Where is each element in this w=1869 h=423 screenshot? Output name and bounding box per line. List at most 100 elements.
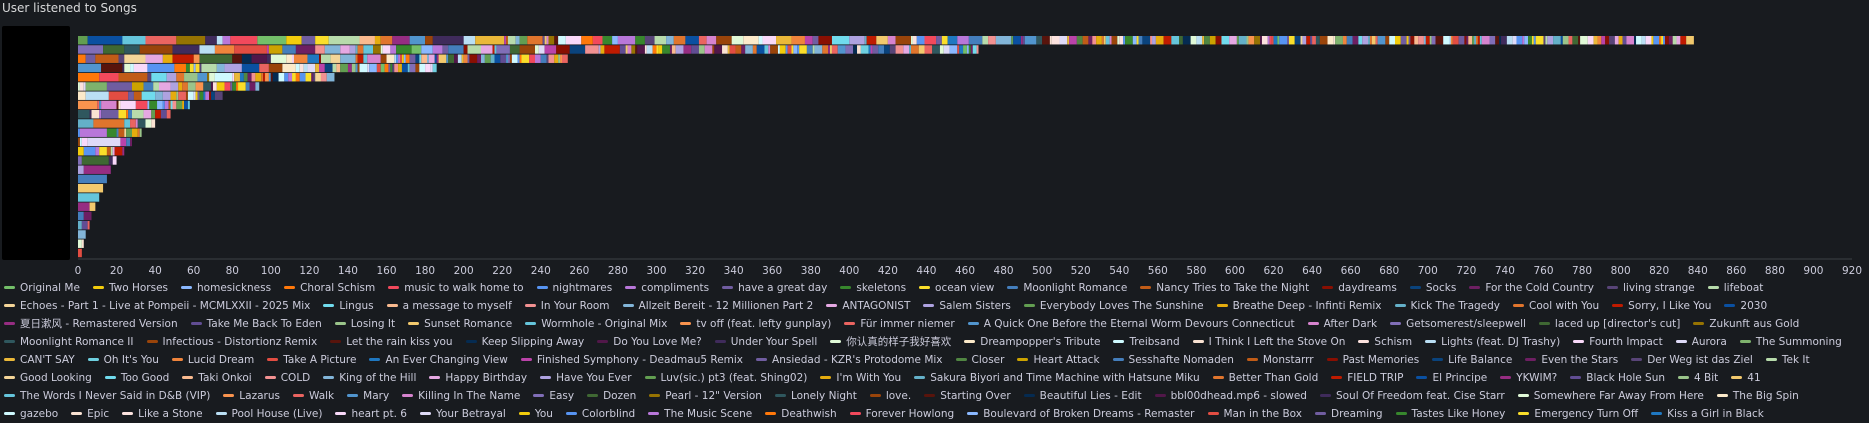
bar-segment[interactable] (137, 128, 140, 137)
bar-segment[interactable] (332, 63, 337, 73)
bar-segment[interactable] (860, 45, 869, 54)
legend-item[interactable]: Salem Sisters (923, 297, 1011, 315)
legend-item[interactable]: In Your Room (524, 297, 610, 315)
bar-segment[interactable] (147, 100, 150, 110)
legend-item[interactable]: Dozen (587, 387, 636, 405)
bar-segment[interactable] (1171, 36, 1180, 45)
bar-segment[interactable] (307, 54, 320, 63)
bar-segment[interactable] (145, 54, 163, 63)
bar-segment[interactable] (187, 100, 190, 110)
legend-item[interactable]: Wormhole - Original Mix (525, 315, 667, 333)
bar-segment[interactable] (224, 82, 231, 91)
bar-segment[interactable] (1481, 36, 1490, 45)
bar-segment[interactable] (1294, 36, 1301, 45)
bar-segment[interactable] (1472, 36, 1475, 45)
bar-segment[interactable] (853, 45, 858, 54)
bar-segment[interactable] (558, 36, 566, 45)
bar-segment[interactable] (1352, 36, 1359, 45)
legend-item[interactable]: Socks (1409, 279, 1456, 297)
bar-segment[interactable] (78, 165, 84, 174)
bar-segment[interactable] (988, 36, 996, 45)
legend-item[interactable]: ocean view (919, 279, 994, 297)
bar-segment[interactable] (1653, 36, 1660, 45)
bar-segment[interactable] (126, 128, 132, 137)
bar-segment[interactable] (239, 73, 244, 82)
bar-segment[interactable] (812, 36, 819, 45)
bar-segment[interactable] (261, 73, 264, 82)
bar-segment[interactable] (392, 63, 395, 73)
bar-segment[interactable] (1664, 36, 1669, 45)
bar-segment[interactable] (272, 73, 279, 82)
bar-segment[interactable] (558, 54, 561, 63)
bar-segment[interactable] (241, 54, 252, 63)
bar-segment[interactable] (259, 63, 269, 73)
bar-segment[interactable] (830, 45, 832, 54)
legend-item[interactable]: Dreaming (1314, 405, 1383, 423)
bar-segment[interactable] (106, 147, 111, 156)
bar-segment[interactable] (172, 100, 177, 110)
bar-segment[interactable] (941, 36, 948, 45)
bar-segment[interactable] (380, 54, 387, 63)
bar-segment[interactable] (1132, 36, 1137, 45)
bar-segment[interactable] (1327, 36, 1334, 45)
bar-segment[interactable] (434, 54, 437, 63)
bar-segment[interactable] (357, 45, 364, 54)
bar-segment[interactable] (79, 137, 82, 147)
bar-segment[interactable] (1346, 36, 1353, 45)
bar-segment[interactable] (340, 63, 348, 73)
bar-segment[interactable] (1368, 36, 1370, 45)
bar-segment[interactable] (388, 63, 391, 73)
bar-segment[interactable] (1215, 36, 1222, 45)
legend-item[interactable]: Better Than Gold (1212, 369, 1318, 387)
bar-segment[interactable] (806, 45, 813, 54)
bar-segment[interactable] (265, 73, 269, 82)
bar-segment[interactable] (515, 36, 520, 45)
bar-segment[interactable] (635, 45, 638, 54)
bar-segment[interactable] (1271, 36, 1274, 45)
bar-segment[interactable] (876, 36, 888, 45)
legend-item[interactable]: El Principe (1416, 369, 1487, 387)
bar-segment[interactable] (320, 73, 327, 82)
legend-item[interactable]: Treibsand (1113, 333, 1180, 351)
bar-segment[interactable] (534, 45, 539, 54)
bar-segment[interactable] (78, 156, 82, 165)
bar-segment[interactable] (546, 36, 549, 45)
bar-segment[interactable] (1076, 36, 1083, 45)
bar-segment[interactable] (349, 45, 356, 54)
bar-segment[interactable] (131, 110, 144, 119)
bar-segment[interactable] (293, 54, 308, 63)
bar-segment[interactable] (359, 63, 368, 73)
bar-segment[interactable] (286, 36, 302, 45)
bar-segment[interactable] (1618, 36, 1623, 45)
bar-segment[interactable] (752, 45, 757, 54)
bar-segment[interactable] (112, 156, 117, 165)
bar-segment[interactable] (157, 100, 163, 110)
bar-segment[interactable] (384, 63, 389, 73)
bar-segment[interactable] (509, 54, 512, 63)
bar-segment[interactable] (78, 147, 84, 156)
bar-segment[interactable] (849, 36, 865, 45)
bar-segment[interactable] (367, 63, 370, 73)
bar-segment[interactable] (401, 63, 408, 73)
legend-item[interactable]: Lonely Night (774, 387, 857, 405)
bar-segment[interactable] (463, 54, 468, 63)
bar-segment[interactable] (1119, 36, 1124, 45)
bar-segment[interactable] (428, 54, 435, 63)
bar-segment[interactable] (631, 45, 636, 54)
bar-segment[interactable] (336, 63, 341, 73)
bar-segment[interactable] (529, 54, 535, 63)
bar-segment[interactable] (943, 45, 950, 54)
bar-segment[interactable] (1601, 36, 1606, 45)
legend-item[interactable]: Nancy Tries to Take the Night (1140, 279, 1309, 297)
bar-segment[interactable] (787, 45, 792, 54)
bar-segment[interactable] (380, 45, 383, 54)
bar-segment[interactable] (656, 45, 659, 54)
bar-segment[interactable] (351, 63, 356, 73)
bar-segment[interactable] (814, 45, 823, 54)
bar-segment[interactable] (415, 63, 420, 73)
bar-segment[interactable] (373, 45, 381, 54)
bar-segment[interactable] (918, 45, 925, 54)
bar-segment[interactable] (604, 45, 620, 54)
legend-item[interactable]: Starting Over (924, 387, 1011, 405)
bar-segment[interactable] (85, 82, 107, 91)
